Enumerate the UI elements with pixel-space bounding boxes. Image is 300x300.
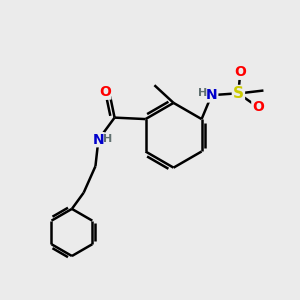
Text: O: O: [99, 85, 111, 99]
Text: H: H: [199, 88, 208, 98]
Text: N: N: [93, 133, 104, 147]
Text: H: H: [103, 134, 112, 144]
Text: O: O: [252, 100, 264, 114]
Text: N: N: [206, 88, 218, 102]
Text: S: S: [233, 86, 244, 101]
Text: O: O: [234, 65, 246, 79]
